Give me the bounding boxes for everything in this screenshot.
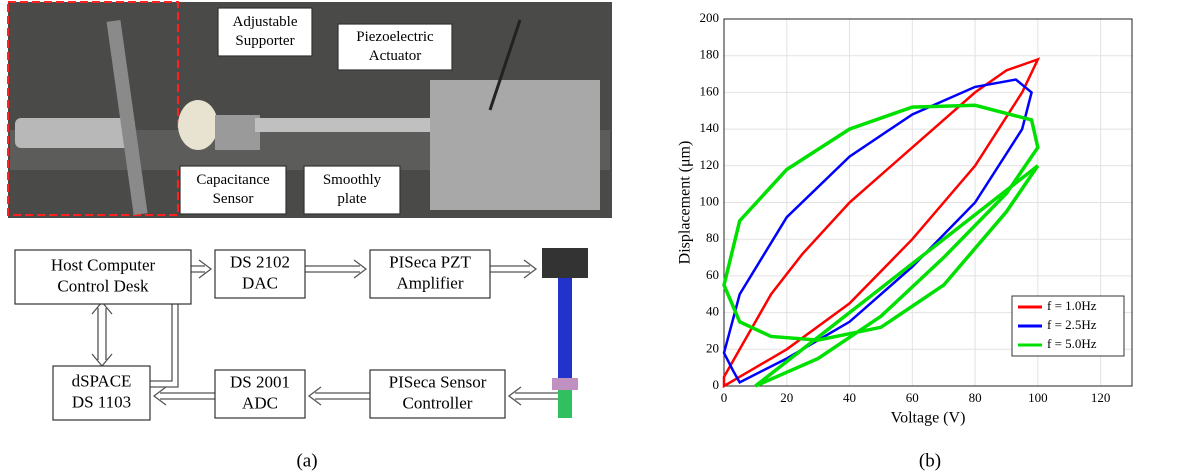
y-tick-label: 0	[713, 377, 720, 392]
photo-label: Actuator	[369, 48, 421, 64]
block-label: DS 2102	[230, 252, 290, 271]
sensor-body	[215, 115, 260, 150]
supporter	[106, 19, 148, 216]
supporter-frame	[7, 1, 179, 216]
photo-label-box	[303, 165, 401, 215]
x-tick-label: 0	[721, 390, 728, 405]
x-tick-label: 100	[1028, 390, 1048, 405]
legend-label: f = 1.0Hz	[1047, 298, 1097, 313]
block-label: PISeca Sensor	[389, 372, 487, 391]
x-axis-label: Voltage (V)	[891, 410, 966, 427]
arrow	[305, 259, 368, 279]
y-tick-label: 180	[700, 47, 720, 62]
x-tick-label: 120	[1091, 390, 1111, 405]
photo-label-box	[217, 7, 313, 57]
x-tick-label: 80	[969, 390, 982, 405]
photo-label-box	[337, 23, 453, 71]
block-label: PISeca PZT	[389, 252, 471, 271]
block-label: Controller	[403, 393, 473, 412]
photo-labels: Adjustable Supporter Piezoelectric Actuator…	[179, 7, 453, 215]
y-tick-label: 200	[700, 10, 720, 25]
icon-rod	[558, 278, 572, 378]
icon-plate	[552, 378, 578, 390]
block-label: Control Desk	[57, 276, 149, 295]
plot-frame	[723, 18, 1133, 387]
y-tick-label: 20	[706, 340, 719, 355]
chart: 0 20 40 60 80 100 120 0 20 40 60 80 100 120 140 160 180 2…	[677, 10, 1133, 427]
panel-caption: (b)	[919, 450, 941, 471]
hysteresis-curve	[722, 78, 1033, 384]
hysteresis-curve	[722, 103, 1040, 388]
block-label: Amplifier	[396, 273, 463, 292]
micrometer	[15, 118, 135, 148]
y-tick-label: 160	[700, 83, 720, 98]
block	[52, 365, 151, 421]
y-tick-label: 40	[706, 304, 719, 319]
y-tick-label: 100	[700, 193, 720, 208]
photo-label-box	[179, 165, 287, 215]
x-tick-label: 20	[780, 390, 793, 405]
icon-block	[542, 248, 588, 278]
block-label: DS 2001	[230, 372, 290, 391]
diagram: Host Computer Control Desk DS 2102 DAC PISec…	[14, 248, 588, 421]
block	[369, 249, 491, 299]
x-tick-label: 40	[843, 390, 856, 405]
hysteresis-curve	[722, 57, 1041, 389]
arrow	[91, 300, 113, 368]
block-label: DAC	[242, 273, 278, 292]
block-label: dSPACE	[72, 371, 132, 390]
photo-label: Capacitance	[196, 172, 270, 188]
arrow	[152, 386, 215, 406]
actuator-icon	[542, 248, 588, 418]
block-label: ADC	[242, 393, 278, 412]
actuator-block	[430, 80, 600, 210]
y-tick-label: 120	[700, 157, 720, 172]
photo-label: Adjustable	[233, 14, 298, 30]
photo-label: Supporter	[235, 33, 294, 49]
icon-sensor	[558, 390, 572, 418]
arrow	[307, 386, 370, 406]
legend-label: f = 5.0Hz	[1047, 336, 1097, 351]
photo-label: Sensor	[213, 191, 254, 207]
photo-label: plate	[337, 191, 366, 207]
sensor-head	[178, 100, 218, 150]
arrow	[490, 259, 538, 279]
block	[369, 369, 506, 419]
actuator-rod	[255, 118, 455, 132]
panel-caption: (a)	[296, 450, 317, 471]
cable	[488, 19, 522, 111]
photo-label: Smoothly	[323, 172, 382, 188]
y-tick-label: 60	[706, 267, 719, 282]
block	[14, 249, 192, 305]
block-label: Host Computer	[51, 255, 156, 274]
y-tick-label: 140	[700, 120, 720, 135]
block-label: DS 1103	[72, 392, 131, 411]
arrow	[507, 386, 560, 406]
block	[214, 249, 306, 299]
y-tick-label: 80	[706, 230, 719, 245]
photo-label: Piezoelectric	[356, 29, 434, 45]
y-axis-label: Displacement (μm)	[677, 141, 694, 265]
block	[214, 369, 306, 419]
x-tick-label: 60	[906, 390, 919, 405]
legend-label: f = 2.5Hz	[1047, 317, 1097, 332]
